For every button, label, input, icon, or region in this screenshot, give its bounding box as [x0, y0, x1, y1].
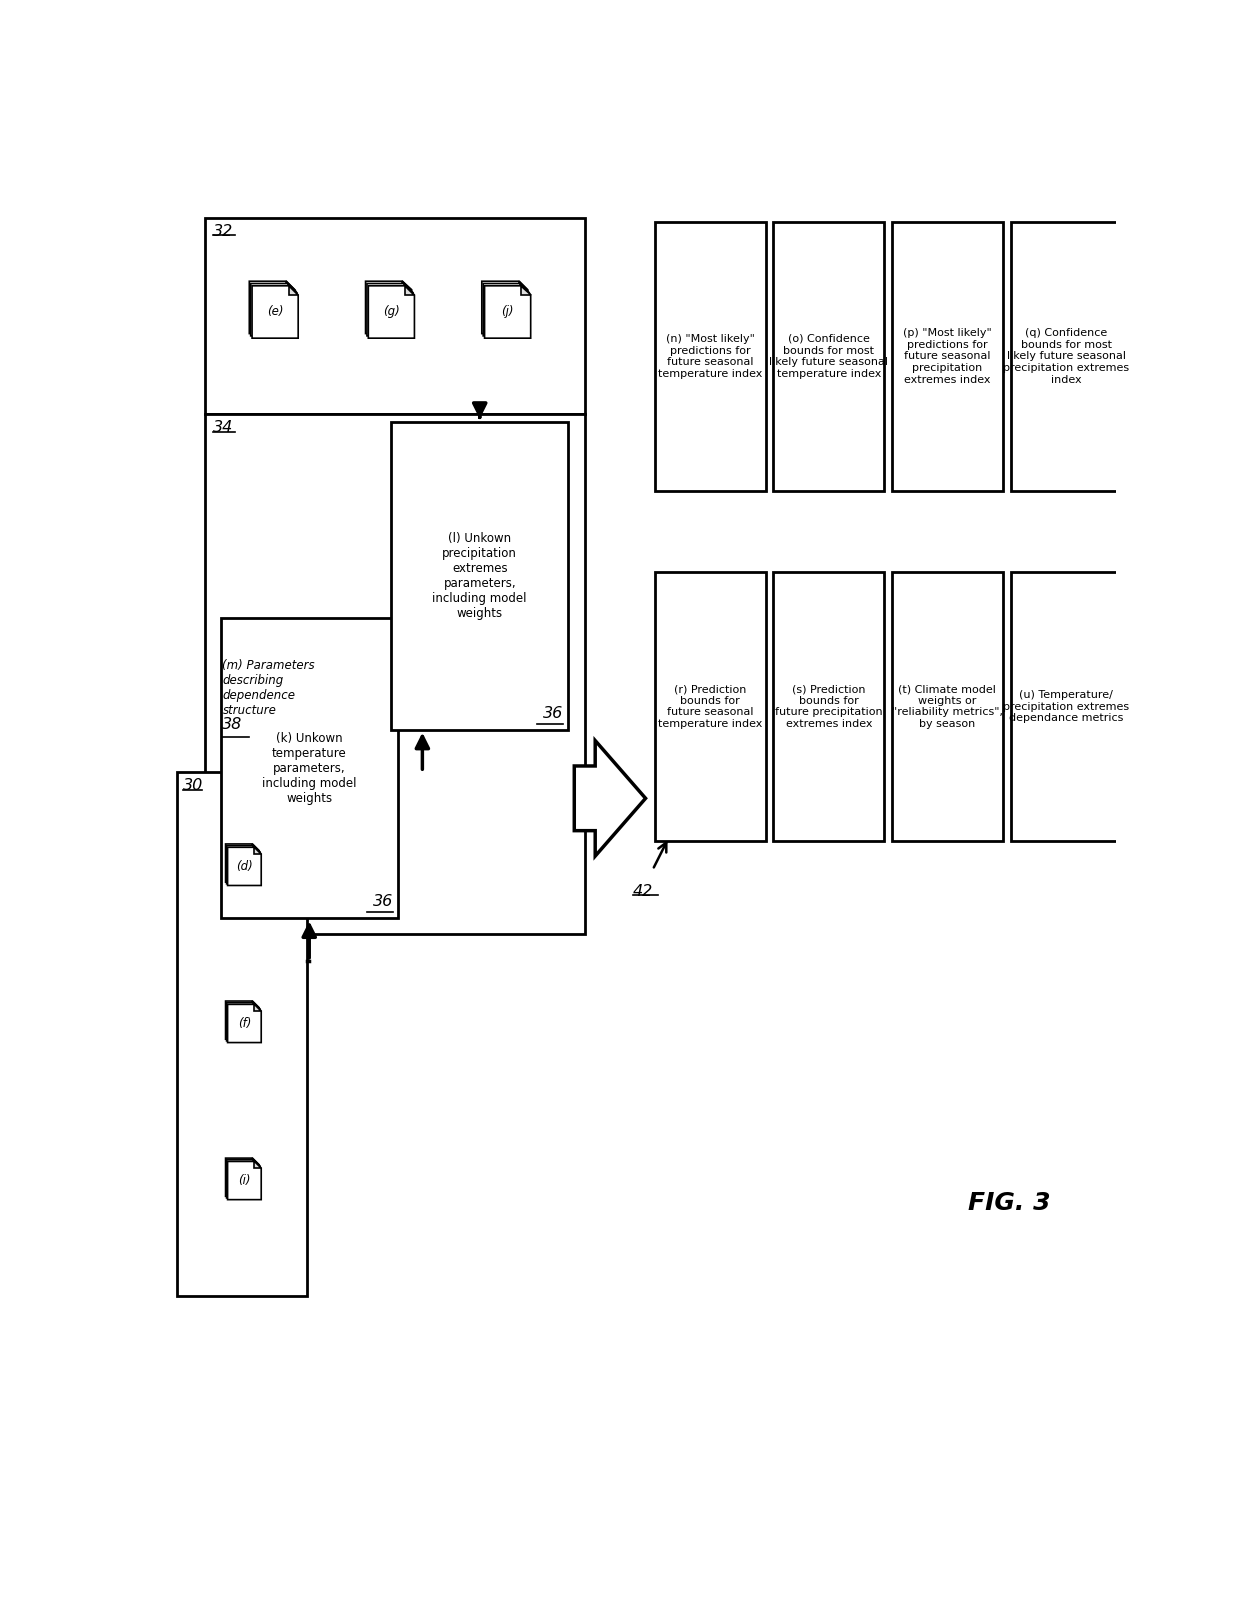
- Polygon shape: [226, 1001, 259, 1040]
- Polygon shape: [252, 285, 298, 337]
- Text: (u) Temperature/
precipitation extremes
dependance metrics: (u) Temperature/ precipitation extremes …: [1003, 689, 1130, 723]
- Bar: [655, 222, 765, 491]
- Polygon shape: [367, 284, 413, 336]
- Polygon shape: [289, 285, 298, 295]
- Text: 36: 36: [543, 706, 563, 720]
- Text: 36: 36: [373, 894, 393, 910]
- Polygon shape: [286, 281, 295, 290]
- Bar: [1011, 573, 1121, 842]
- Bar: [892, 573, 1003, 842]
- Text: 34: 34: [213, 420, 233, 435]
- Polygon shape: [403, 281, 412, 290]
- Polygon shape: [253, 1160, 260, 1166]
- Polygon shape: [520, 284, 529, 292]
- Polygon shape: [226, 1158, 259, 1197]
- Text: (n) "Most likely"
predictions for
future seasonal
temperature index: (n) "Most likely" predictions for future…: [658, 334, 763, 380]
- Polygon shape: [226, 843, 259, 882]
- Bar: [221, 618, 398, 918]
- Polygon shape: [253, 1002, 260, 1009]
- Text: 42: 42: [634, 884, 653, 899]
- Text: (q) Confidence
bounds for most
likely future seasonal
precipitation extremes
ind: (q) Confidence bounds for most likely fu…: [1003, 328, 1130, 384]
- Polygon shape: [522, 285, 531, 295]
- Polygon shape: [484, 284, 529, 336]
- Text: (d): (d): [236, 860, 253, 873]
- Polygon shape: [253, 843, 259, 850]
- Text: (l) Unkown
precipitation
extremes
parameters,
including model
weights: (l) Unkown precipitation extremes parame…: [433, 532, 527, 620]
- Text: (f): (f): [238, 1017, 250, 1030]
- Polygon shape: [485, 285, 531, 337]
- Text: 30: 30: [184, 779, 203, 793]
- Polygon shape: [482, 281, 528, 334]
- Bar: [206, 217, 585, 414]
- Text: 32: 32: [213, 224, 233, 238]
- Text: (i): (i): [238, 1174, 250, 1187]
- Text: 38: 38: [222, 717, 243, 732]
- Polygon shape: [405, 285, 414, 295]
- Bar: [892, 222, 1003, 491]
- Text: (g): (g): [383, 305, 399, 318]
- Polygon shape: [228, 1004, 262, 1043]
- Bar: [774, 573, 884, 842]
- Polygon shape: [366, 281, 412, 334]
- Polygon shape: [253, 845, 260, 852]
- Polygon shape: [368, 285, 414, 337]
- Text: (k) Unkown
temperature
parameters,
including model
weights: (k) Unkown temperature parameters, inclu…: [262, 732, 356, 805]
- Polygon shape: [254, 847, 262, 853]
- Polygon shape: [249, 281, 295, 334]
- Polygon shape: [227, 1002, 260, 1041]
- Text: (s) Prediction
bounds for
future precipitation
extremes index: (s) Prediction bounds for future precipi…: [775, 684, 883, 730]
- Text: (m) Parameters
describing
dependence
structure: (m) Parameters describing dependence str…: [222, 660, 315, 717]
- Polygon shape: [253, 1001, 259, 1007]
- Bar: [392, 422, 568, 730]
- Text: (e): (e): [267, 305, 284, 318]
- Polygon shape: [227, 1160, 260, 1199]
- Text: (o) Confidence
bounds for most
likely future seasonal
temperature index: (o) Confidence bounds for most likely fu…: [769, 334, 888, 380]
- Polygon shape: [288, 284, 296, 292]
- Bar: [774, 222, 884, 491]
- Polygon shape: [518, 281, 528, 290]
- Polygon shape: [250, 284, 296, 336]
- Bar: [655, 573, 765, 842]
- Bar: [176, 772, 306, 1296]
- Polygon shape: [254, 1004, 262, 1011]
- Text: (r) Prediction
bounds for
future seasonal
temperature index: (r) Prediction bounds for future seasona…: [658, 684, 763, 730]
- Bar: [1011, 222, 1121, 491]
- Text: (t) Climate model
weights or
"reliability metrics",
by season: (t) Climate model weights or "reliabilit…: [892, 684, 1003, 730]
- Polygon shape: [228, 847, 262, 886]
- Polygon shape: [574, 741, 646, 856]
- Bar: [206, 414, 585, 934]
- Text: FIG. 3: FIG. 3: [967, 1191, 1050, 1215]
- Polygon shape: [227, 845, 260, 884]
- Polygon shape: [254, 1161, 262, 1168]
- Text: (p) "Most likely"
predictions for
future seasonal
precipitation
extremes index: (p) "Most likely" predictions for future…: [903, 328, 992, 384]
- Polygon shape: [228, 1161, 262, 1200]
- Polygon shape: [253, 1158, 259, 1165]
- Polygon shape: [404, 284, 413, 292]
- Text: (j): (j): [501, 305, 513, 318]
